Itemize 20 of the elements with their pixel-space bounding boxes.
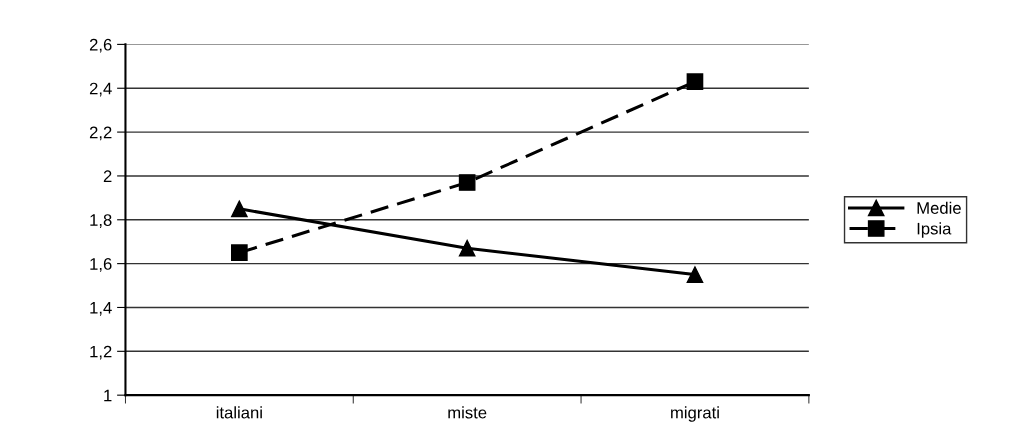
point — [231, 244, 248, 261]
y-tick-label: 1,4 — [90, 302, 112, 316]
point — [686, 73, 704, 91]
y-tick-label: 1,8 — [90, 214, 112, 228]
point — [458, 174, 476, 191]
point — [686, 266, 704, 283]
y-tick-label: 1 — [104, 389, 112, 402]
x-tick-label: italiani — [216, 406, 262, 419]
x-tick-label: miste — [448, 406, 487, 419]
legend-label: Ipsia — [917, 222, 952, 238]
y-tick-label: 2,4 — [89, 82, 112, 97]
legend-label: Medie — [917, 201, 961, 214]
y-tick-label: 1,2 — [90, 345, 112, 360]
y-tick-label: 2 — [103, 170, 112, 182]
point — [458, 239, 476, 257]
y-tick-label: 2,2 — [89, 126, 112, 141]
x-tick-label: migrati — [671, 406, 719, 422]
point — [231, 200, 248, 218]
y-tick-label: 1,6 — [90, 258, 112, 272]
y-tick-label: 2,6 — [89, 38, 112, 53]
